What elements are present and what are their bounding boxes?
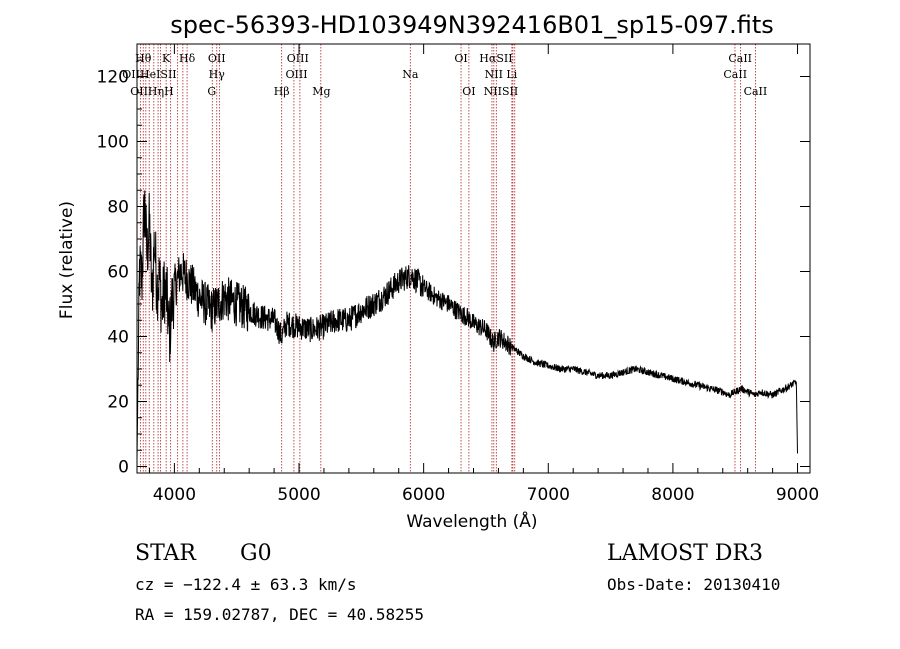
y-tick-label: 120	[97, 68, 129, 88]
marker-label: OIII	[287, 52, 309, 65]
emission-line-markers	[139, 44, 756, 473]
x-tick-label: 4000	[153, 485, 196, 505]
x-tick-label: 7000	[527, 485, 570, 505]
redshift-velocity: cz = −122.4 ± 63.3 km/s	[135, 575, 357, 594]
marker-label: OIIHeISII	[122, 68, 176, 81]
marker-label: K	[162, 52, 171, 65]
y-axis-ticks: 0 20 40 60 80 100 120	[97, 59, 810, 478]
marker-label: NII Li	[485, 68, 518, 81]
marker-label: OIII	[285, 68, 307, 81]
x-tick-label: 5000	[277, 485, 320, 505]
marker-label: OI	[454, 52, 467, 65]
y-axis-label: Flux (relative)	[57, 201, 77, 319]
x-axis-label: Wavelength (Å)	[406, 510, 537, 532]
x-tick-label: 6000	[402, 485, 445, 505]
marker-label: CaII	[744, 85, 768, 98]
marker-label: CaII	[728, 52, 752, 65]
y-tick-label: 20	[107, 393, 129, 413]
sky-coordinates: RA = 159.02787, DEC = 40.58255	[135, 605, 424, 624]
y-tick-label: 0	[118, 458, 129, 478]
marker-label: Mg	[312, 85, 330, 98]
marker-label: Hβ	[274, 85, 290, 98]
marker-label: OI	[462, 85, 475, 98]
x-tick-label: 9000	[776, 485, 819, 505]
marker-label: HαSII	[479, 52, 512, 65]
y-tick-label: 100	[97, 133, 129, 153]
y-tick-label: 40	[107, 328, 129, 348]
y-tick-label: 80	[107, 198, 129, 218]
marker-label: CaII	[723, 68, 747, 81]
marker-label: OII	[208, 52, 226, 65]
object-type: STAR	[135, 541, 197, 566]
x-axis-ticks: 4000 5000 6000 7000 8000 9000	[148, 44, 819, 505]
emission-line-labels: Hθ K Hδ OII OIII OI HαSII CaII OIIHeISII Hγ OIII Na…	[122, 52, 767, 98]
flux-series-line	[136, 190, 798, 461]
marker-label: Hθ	[135, 52, 152, 65]
plot-frame	[136, 43, 811, 474]
marker-label: NIISII	[484, 85, 519, 98]
subclass: G0	[240, 541, 272, 566]
marker-label: OIIHηH	[130, 85, 173, 98]
marker-label: Hδ	[179, 52, 196, 65]
marker-label: Hγ	[209, 68, 226, 81]
marker-label: G	[207, 85, 216, 98]
marker-label: Na	[402, 68, 419, 81]
survey-name: LAMOST DR3	[607, 541, 763, 566]
x-tick-label: 8000	[651, 485, 694, 505]
chart-title: spec-56393-HD103949N392416B01_sp15-097.f…	[170, 11, 774, 39]
observation-date: Obs-Date: 20130410	[607, 575, 780, 594]
y-tick-label: 60	[107, 263, 129, 283]
